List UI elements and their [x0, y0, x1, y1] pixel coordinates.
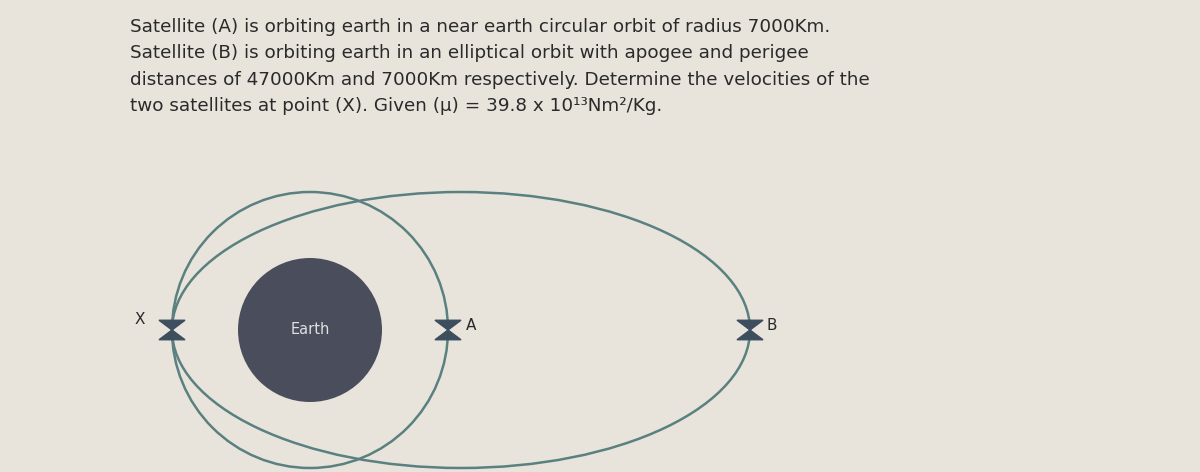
- Text: B: B: [766, 319, 776, 334]
- Polygon shape: [436, 330, 461, 340]
- Text: X: X: [134, 312, 145, 328]
- Text: Satellite (A) is orbiting earth in a near earth circular orbit of radius 7000Km.: Satellite (A) is orbiting earth in a nea…: [130, 18, 870, 115]
- Polygon shape: [436, 320, 461, 330]
- Polygon shape: [158, 320, 185, 330]
- Polygon shape: [158, 330, 185, 340]
- Text: Earth: Earth: [290, 322, 330, 337]
- Text: A: A: [466, 319, 476, 334]
- Polygon shape: [737, 330, 763, 340]
- Circle shape: [238, 258, 382, 402]
- Polygon shape: [737, 320, 763, 330]
